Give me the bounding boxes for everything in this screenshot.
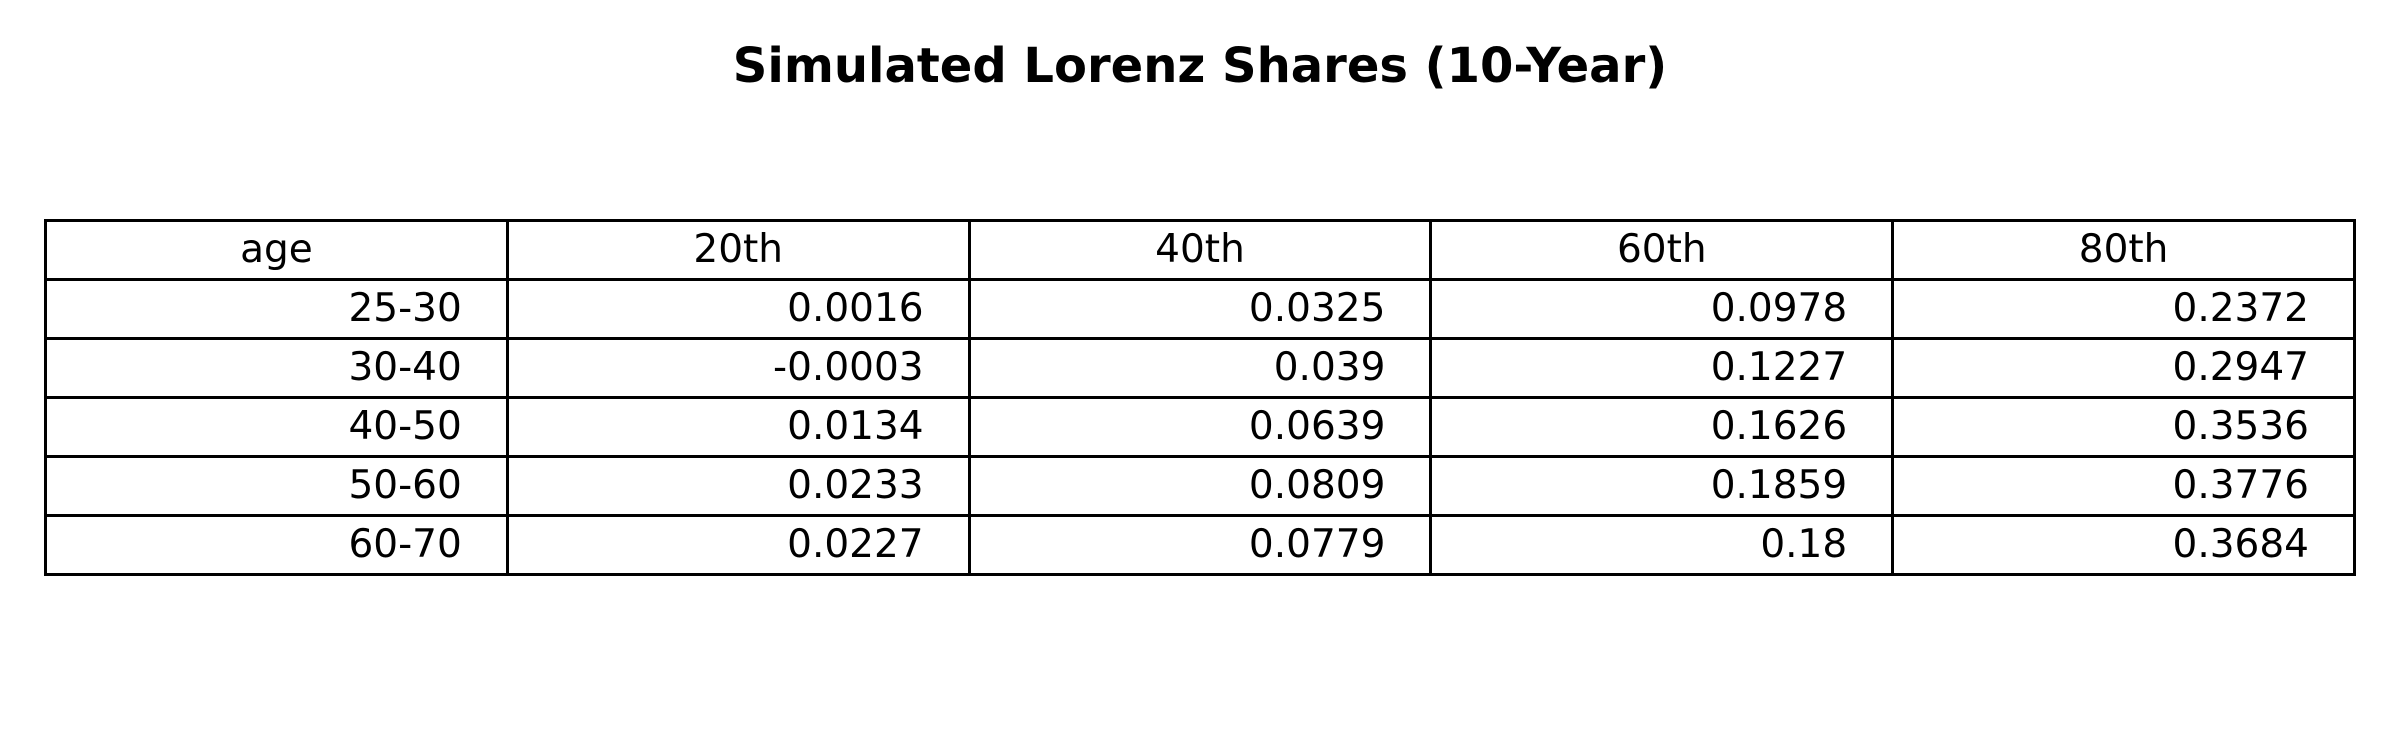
table-row: 50-60 0.0233 0.0809 0.1859 0.3776 — [44, 455, 2356, 517]
table-cell: 0.0016 — [505, 278, 971, 340]
table-cell: 0.1626 — [1429, 396, 1895, 458]
column-header-40th: 40th — [967, 219, 1433, 281]
table-cell: 0.2372 — [1891, 278, 2356, 340]
column-header-20th: 20th — [505, 219, 971, 281]
row-label-age: 40-50 — [44, 396, 509, 458]
table-row: 60-70 0.0227 0.0779 0.18 0.3684 — [44, 514, 2356, 576]
table-header-row: age 20th 40th 60th 80th — [44, 219, 2356, 281]
lorenz-shares-table: age 20th 40th 60th 80th 25-30 0.0016 0.0… — [44, 219, 2356, 576]
table-cell: 0.0779 — [967, 514, 1433, 576]
column-header-age: age — [44, 219, 509, 281]
row-label-age: 50-60 — [44, 455, 509, 517]
table-cell: 0.3684 — [1891, 514, 2356, 576]
column-header-80th: 80th — [1891, 219, 2356, 281]
table-row: 30-40 -0.0003 0.039 0.1227 0.2947 — [44, 337, 2356, 399]
row-label-age: 60-70 — [44, 514, 509, 576]
table-cell: 0.0227 — [505, 514, 971, 576]
table-cell: 0.0639 — [967, 396, 1433, 458]
table-cell: 0.3776 — [1891, 455, 2356, 517]
row-label-age: 25-30 — [44, 278, 509, 340]
table-cell: 0.0134 — [505, 396, 971, 458]
column-header-60th: 60th — [1429, 219, 1895, 281]
table-cell: 0.3536 — [1891, 396, 2356, 458]
table-cell: 0.0978 — [1429, 278, 1895, 340]
table-cell: -0.0003 — [505, 337, 971, 399]
row-label-age: 30-40 — [44, 337, 509, 399]
table-cell: 0.039 — [967, 337, 1433, 399]
table-cell: 0.0809 — [967, 455, 1433, 517]
table-cell: 0.0325 — [967, 278, 1433, 340]
table-container: age 20th 40th 60th 80th 25-30 0.0016 0.0… — [44, 219, 2356, 576]
table-cell: 0.2947 — [1891, 337, 2356, 399]
table-row: 40-50 0.0134 0.0639 0.1626 0.3536 — [44, 396, 2356, 458]
chart-title: Simulated Lorenz Shares (10-Year) — [732, 38, 1668, 94]
table-cell: 0.1859 — [1429, 455, 1895, 517]
table-cell: 0.0233 — [505, 455, 971, 517]
table-cell: 0.1227 — [1429, 337, 1895, 399]
table-cell: 0.18 — [1429, 514, 1895, 576]
table-row: 25-30 0.0016 0.0325 0.0978 0.2372 — [44, 278, 2356, 340]
